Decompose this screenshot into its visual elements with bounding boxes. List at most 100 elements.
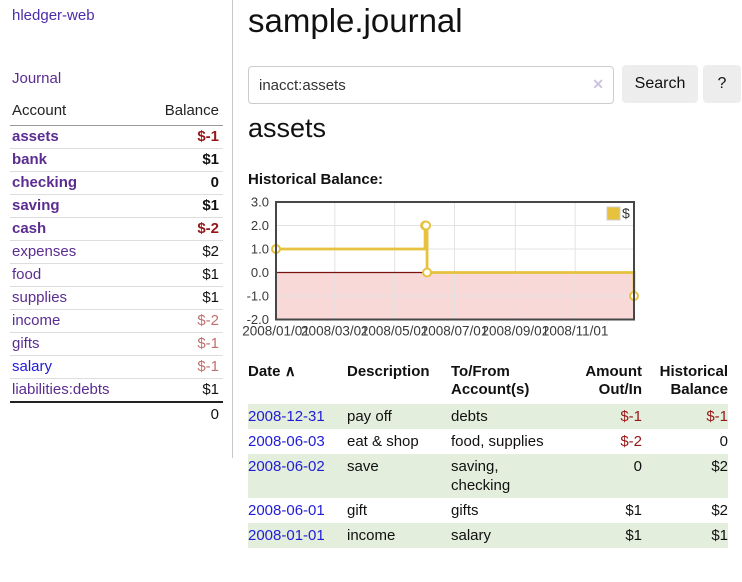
account-balance: $-1: [144, 355, 223, 379]
clear-search-icon[interactable]: ✕: [592, 76, 604, 92]
account-balance: $-2: [144, 309, 223, 333]
data-point[interactable]: [422, 267, 433, 278]
transaction-balance: $2: [711, 458, 728, 475]
plot-border: [275, 201, 635, 321]
account-link[interactable]: income: [12, 312, 61, 329]
account-balance: $1: [144, 194, 223, 218]
account-link[interactable]: supplies: [12, 289, 68, 306]
balance-chart[interactable]: $3.0 2.0 1.0 0.0 -1.0 -2.0 2008/01/01 2008/03/0…: [242, 195, 735, 348]
account-heading: assets: [248, 113, 327, 143]
account-row-liabilities-debts: liabilities:debts $1: [10, 378, 223, 402]
transaction-amount: 0: [633, 458, 642, 475]
x-tick-label: 2008/11/01: [542, 324, 609, 339]
amount-column-header: Amount Out/In: [585, 363, 642, 398]
x-tick-label: 2008/01/01: [242, 324, 310, 339]
transaction-accounts: food, supplies: [451, 433, 544, 450]
accounts-tree-table: Account Balance assets $-1 bank $1 checking 0…: [10, 100, 223, 426]
balance-column-header-main: Historical Balance: [659, 363, 728, 398]
account-row-expenses: expenses $2: [10, 240, 223, 264]
x-tick-label: 2008/05/01: [361, 324, 429, 339]
account-link[interactable]: saving: [12, 197, 60, 214]
account-row-cash: cash $-2: [10, 217, 223, 241]
transaction-accounts: salary: [451, 527, 492, 544]
register-table: Date ∧ Description To/From Account(s) Am…: [248, 362, 728, 548]
description-column-header: Description: [347, 363, 430, 380]
account-balance: $-1: [197, 128, 219, 145]
account-link[interactable]: cash: [12, 220, 47, 237]
help-button[interactable]: ?: [703, 65, 741, 103]
sidebar: hledger-web Journal Account Balance asse…: [0, 0, 233, 458]
transaction-date-cell: 2008-12-31: [248, 404, 347, 429]
register-header-row: Date ∧ Description To/From Account(s) Am…: [248, 362, 728, 404]
transaction-row: 2008-06-02 save saving, checking 0 $2: [248, 454, 728, 498]
account-link[interactable]: gifts: [12, 335, 40, 352]
transaction-date-cell: 2008-06-03: [248, 429, 347, 454]
data-point[interactable]: [421, 220, 432, 231]
transaction-balance: $1: [711, 527, 728, 544]
transaction-date-link[interactable]: 2008-06-03: [248, 433, 325, 450]
account-row-checking: checking 0: [10, 171, 223, 195]
x-tick-label: 2008/03/01: [301, 324, 369, 339]
account-link[interactable]: food: [12, 266, 42, 283]
account-row-bank: bank $1: [10, 148, 223, 172]
transaction-accounts: saving, checking: [451, 458, 511, 494]
x-tick-label: 2008/07/01: [421, 324, 489, 339]
transaction-date-cell: 2008-06-01: [248, 498, 347, 523]
x-tick-label: 2008/09/01: [482, 324, 550, 339]
balance-column-header: Balance: [144, 100, 223, 126]
y-tick-label: 3.0: [251, 195, 269, 210]
account-row-salary: salary $-1: [10, 355, 223, 379]
transaction-description: gift: [347, 502, 368, 519]
account-link[interactable]: salary: [12, 358, 53, 375]
accounts-total-spacer: [10, 401, 145, 426]
transaction-date-cell: 2008-01-01: [248, 523, 347, 548]
transaction-amount: $1: [625, 527, 642, 544]
transaction-date-link[interactable]: 2008-06-02: [248, 458, 325, 475]
y-tick-label: 1.0: [251, 242, 269, 257]
transaction-balance: 0: [719, 433, 728, 450]
transaction-accounts: gifts: [451, 502, 479, 519]
chart-title: Historical Balance:: [248, 171, 384, 188]
transaction-date-link[interactable]: 2008-01-01: [248, 527, 325, 544]
legend-swatch: [606, 206, 621, 221]
transaction-description: eat & shop: [347, 433, 419, 450]
search-button[interactable]: Search: [622, 65, 698, 103]
account-link[interactable]: checking: [12, 174, 78, 191]
accounts-column-header: Account: [10, 100, 145, 126]
y-tick-label: 2.0: [251, 218, 269, 233]
accounts-total-value: 0: [144, 401, 223, 426]
y-tick-label: -2.0: [247, 312, 269, 327]
sidebar-item-journal[interactable]: Journal: [12, 70, 62, 87]
account-balance: $1: [144, 378, 223, 402]
transaction-description: income: [347, 527, 396, 544]
accounts-header-row: Account Balance: [10, 100, 223, 126]
account-row-supplies: supplies $1: [10, 286, 223, 310]
transaction-date-link[interactable]: 2008-12-31: [248, 408, 325, 425]
accounts-total-row: 0: [10, 401, 223, 426]
transaction-description: save: [347, 458, 379, 475]
search-input[interactable]: [248, 66, 614, 104]
account-balance: $1: [144, 148, 223, 172]
transaction-date-link[interactable]: 2008-06-01: [248, 502, 325, 519]
account-row-assets: assets $-1: [10, 126, 223, 149]
brand-link[interactable]: hledger-web: [12, 7, 95, 24]
legend-label: $: [622, 205, 630, 221]
account-row-income: income $-2: [10, 309, 223, 333]
account-link[interactable]: expenses: [12, 243, 77, 260]
transaction-balance: $2: [711, 502, 728, 519]
transaction-balance: $-1: [706, 408, 728, 425]
search-box: ✕: [248, 66, 614, 104]
date-column-label: Date: [248, 363, 281, 380]
transaction-row: 2008-06-01 gift gifts $1 $2: [248, 498, 728, 523]
transaction-date-cell: 2008-06-02: [248, 454, 347, 498]
account-balance: $1: [144, 286, 223, 310]
account-link[interactable]: liabilities:debts: [12, 381, 110, 398]
account-link[interactable]: bank: [12, 151, 48, 168]
account-balance: $2: [144, 240, 223, 264]
transaction-amount: $-2: [620, 433, 642, 450]
transaction-row: 2008-12-31 pay off debts $-1 $-1: [248, 404, 728, 429]
transaction-row: 2008-01-01 income salary $1 $1: [248, 523, 728, 548]
date-column-header[interactable]: Date ∧: [248, 362, 347, 404]
transaction-amount: $1: [625, 502, 642, 519]
account-link[interactable]: assets: [12, 128, 59, 145]
